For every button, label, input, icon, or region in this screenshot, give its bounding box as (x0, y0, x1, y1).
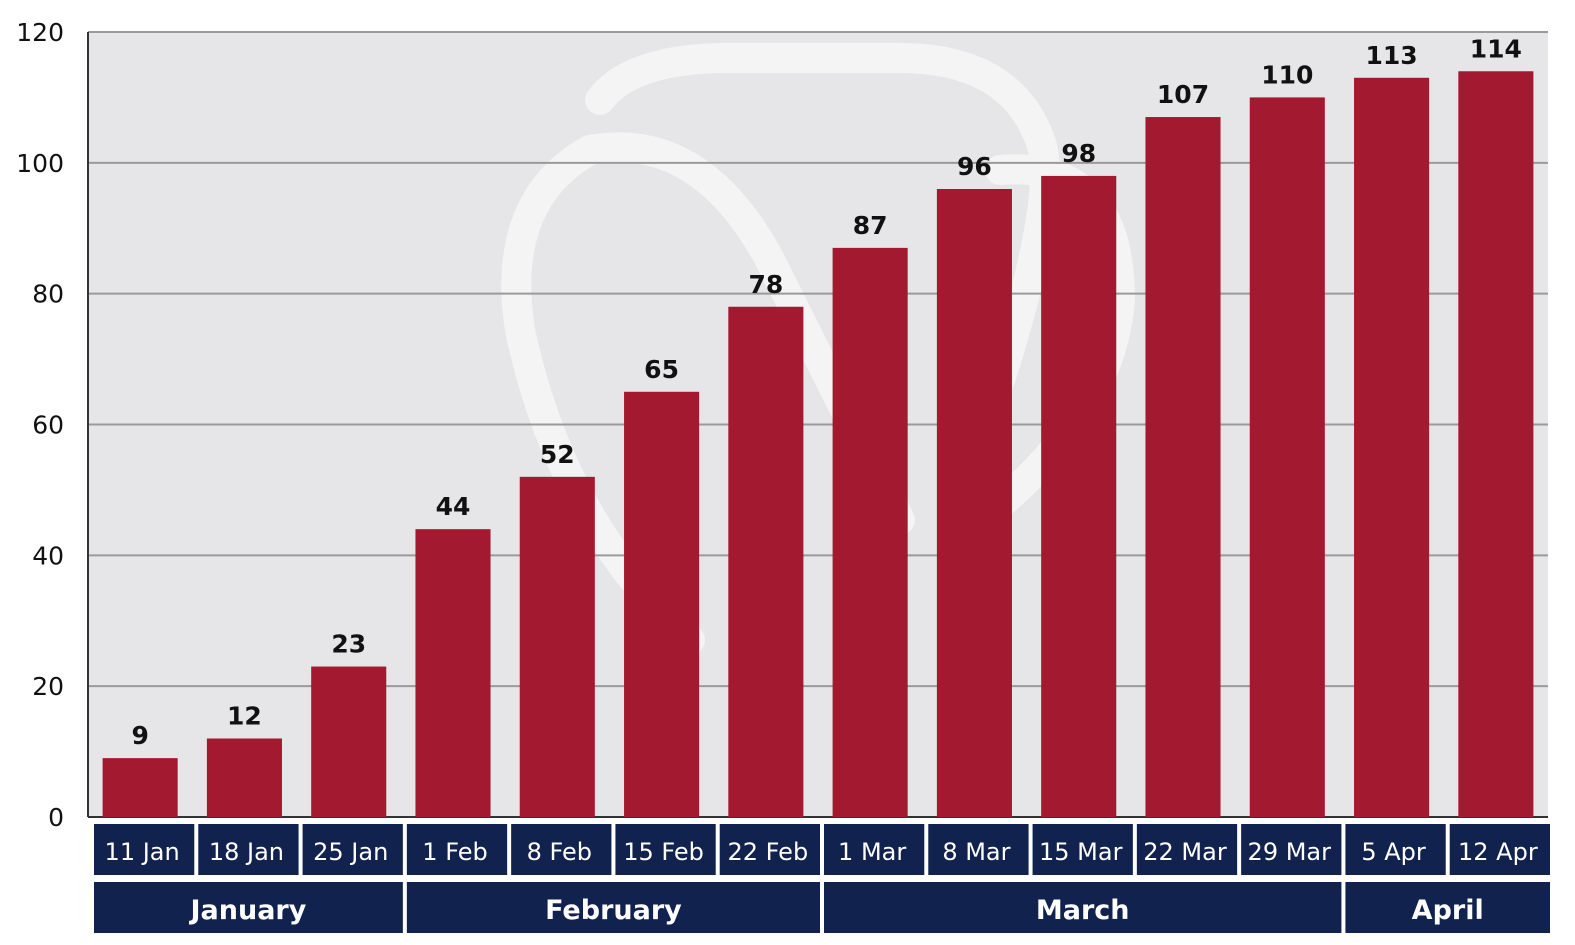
bar (936, 189, 1012, 817)
bar (1458, 71, 1534, 817)
x-tick-label: 25 Jan (313, 838, 388, 866)
data-label: 9 (131, 721, 148, 750)
x-tick-label: 22 Feb (728, 838, 809, 866)
data-label: 110 (1261, 60, 1313, 89)
category-cell (1032, 824, 1133, 875)
bar (1145, 117, 1221, 817)
category-cell (928, 824, 1029, 875)
category-cell (302, 824, 403, 875)
month-label: February (545, 895, 682, 926)
y-tick-label: 0 (48, 803, 64, 832)
category-cell (1345, 824, 1446, 875)
data-label: 23 (331, 630, 366, 659)
x-tick-label: 18 Jan (209, 838, 284, 866)
x-tick-label: 29 Mar (1248, 838, 1332, 866)
data-label: 96 (957, 152, 992, 181)
data-label: 52 (540, 440, 575, 469)
data-label: 65 (644, 355, 679, 384)
category-cell (1241, 824, 1342, 875)
bar (1249, 97, 1325, 817)
x-tick-label: 5 Apr (1361, 838, 1426, 866)
x-tick-label: 1 Mar (838, 838, 906, 866)
month-band (406, 882, 820, 933)
category-cell (511, 824, 612, 875)
bar (519, 476, 595, 817)
data-label: 113 (1365, 41, 1417, 70)
data-label: 114 (1470, 34, 1522, 63)
data-label: 98 (1061, 139, 1096, 168)
x-tick-label: 11 Jan (105, 838, 180, 866)
category-cell (1449, 824, 1550, 875)
category-cell (1136, 824, 1238, 875)
x-tick-label: 12 Apr (1458, 838, 1538, 866)
bar (624, 391, 700, 817)
bar (102, 758, 178, 817)
month-label: March (1036, 895, 1130, 926)
y-tick-label: 60 (32, 411, 64, 440)
y-tick-label: 80 (32, 280, 64, 309)
y-tick-label: 20 (32, 672, 64, 701)
category-cell (94, 824, 195, 875)
bar (206, 738, 282, 817)
y-tick-label: 40 (32, 541, 64, 570)
data-label: 87 (853, 211, 888, 240)
category-cell (198, 824, 299, 875)
category-cell (719, 824, 820, 875)
data-label: 12 (227, 702, 262, 731)
x-tick-label: 15 Mar (1039, 838, 1123, 866)
bar (1354, 77, 1430, 817)
month-band (824, 882, 1342, 933)
x-tick-label: 15 Feb (623, 838, 704, 866)
y-tick-label: 100 (16, 149, 64, 178)
month-band (1345, 882, 1550, 933)
data-label: 44 (436, 492, 471, 521)
category-cell (824, 824, 925, 875)
month-band (94, 882, 403, 933)
bar (832, 247, 908, 817)
bar (311, 666, 387, 817)
bar (728, 306, 804, 817)
data-label: 78 (748, 270, 783, 299)
x-tick-label: 8 Feb (527, 838, 592, 866)
category-cell (406, 824, 508, 875)
bar (415, 529, 491, 817)
month-label: January (188, 895, 306, 926)
x-tick-label: 1 Feb (422, 838, 487, 866)
bar (1041, 175, 1117, 817)
x-tick-label: 22 Mar (1143, 838, 1227, 866)
data-label: 107 (1157, 80, 1209, 109)
y-tick-label: 120 (16, 18, 64, 47)
category-cell (615, 824, 716, 875)
month-label: April (1412, 895, 1484, 926)
x-tick-label: 8 Mar (942, 838, 1010, 866)
